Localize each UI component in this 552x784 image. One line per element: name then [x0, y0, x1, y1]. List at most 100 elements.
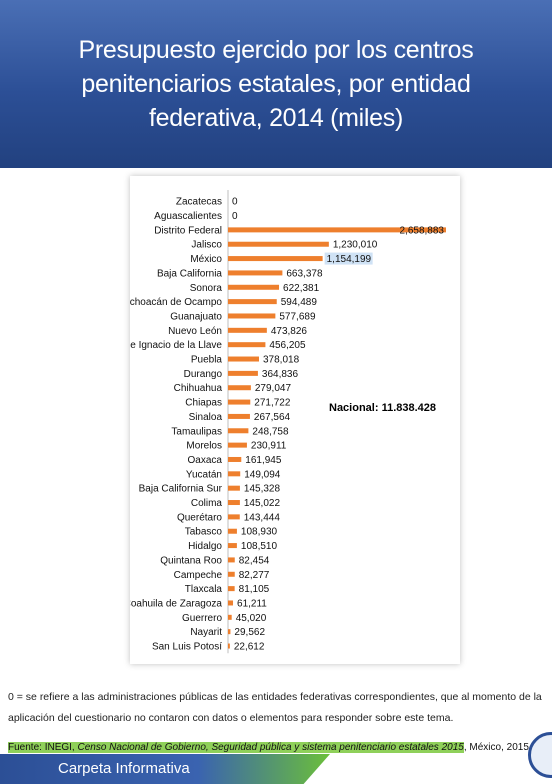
bar	[228, 227, 446, 233]
bar	[228, 399, 251, 405]
bar	[228, 241, 329, 247]
value-label: 279,047	[255, 383, 292, 394]
category-label: Morelos	[186, 441, 222, 452]
bar-chart: Zacatecas 0 Aguascalientes 0 Distrito Federa…	[130, 190, 446, 654]
bar	[228, 313, 276, 319]
category-label: Veracruz de Ignacio de la Llave	[130, 340, 222, 351]
bar	[228, 514, 240, 520]
category-label: Coahuila de Zaragoza	[130, 598, 222, 609]
value-label: 82,277	[239, 570, 270, 581]
value-label: 161,945	[245, 455, 282, 466]
source-lead: Fuente: INEGI,	[8, 742, 78, 753]
category-label: Colima	[191, 498, 223, 509]
bar	[228, 327, 267, 333]
value-label: 622,381	[283, 283, 320, 294]
value-label: 456,205	[269, 340, 306, 351]
bar	[228, 471, 241, 477]
footer-band	[0, 754, 330, 784]
category-label: Chiapas	[185, 398, 222, 409]
category-label: Tabasco	[185, 527, 223, 538]
value-label: 248,758	[252, 426, 289, 437]
value-label: 145,022	[244, 498, 281, 509]
title-banner: Presupuesto ejercido por los centros pen…	[0, 0, 552, 168]
bar	[228, 629, 231, 635]
value-label: 594,489	[281, 297, 318, 308]
category-label: Puebla	[191, 355, 223, 366]
category-label: Sinaloa	[189, 412, 223, 423]
bar	[228, 600, 234, 606]
value-label: 1,154,199	[327, 254, 372, 265]
value-label: 364,836	[262, 369, 299, 380]
bar	[228, 356, 259, 362]
seal-icon	[528, 732, 552, 778]
bar	[228, 428, 249, 434]
value-label: 0	[232, 197, 238, 208]
value-label: 81,105	[239, 584, 270, 595]
category-label: Yucatán	[186, 469, 222, 480]
bar	[228, 557, 235, 563]
value-label: 267,564	[254, 412, 291, 423]
category-label: Nuevo León	[168, 326, 222, 337]
category-label: Querétaro	[177, 512, 222, 523]
value-label: 143,444	[244, 512, 281, 523]
bar	[228, 370, 258, 376]
bar	[228, 586, 235, 592]
category-label: Baja California	[157, 268, 222, 279]
category-label: Jalisco	[191, 240, 222, 251]
category-label: Hidalgo	[188, 541, 222, 552]
category-label: México	[190, 254, 222, 265]
footer-brand: Carpeta Informativa	[58, 760, 190, 777]
value-label: 271,722	[254, 398, 291, 409]
category-label: Guerrero	[182, 613, 222, 624]
category-label: Oaxaca	[188, 455, 223, 466]
bar	[228, 442, 247, 448]
category-label: Quintana Roo	[160, 555, 222, 566]
bar	[228, 456, 242, 462]
category-label: Nayarit	[190, 627, 222, 638]
value-label: 145,328	[244, 484, 281, 495]
value-label-highlight	[324, 252, 373, 265]
bar	[228, 571, 235, 577]
value-label: 61,211	[237, 598, 267, 609]
category-label: Michoacán de Ocampo	[130, 297, 222, 308]
bar	[228, 543, 237, 549]
value-label: 577,689	[279, 311, 316, 322]
category-label: Zacatecas	[176, 197, 222, 208]
footnote: 0 = se refiere a las administraciones pú…	[8, 691, 542, 724]
bar	[228, 485, 240, 491]
bar	[228, 413, 250, 419]
value-label: 0	[232, 211, 238, 222]
category-label: Chihuahua	[174, 383, 223, 394]
value-label: 108,930	[241, 527, 278, 538]
bar	[228, 342, 266, 348]
bar	[228, 256, 323, 262]
value-label: 2,658,883	[400, 225, 445, 236]
category-label: Distrito Federal	[154, 225, 222, 236]
category-label: Campeche	[174, 570, 223, 581]
category-label: Sonora	[190, 283, 223, 294]
category-label: Aguascalientes	[154, 211, 222, 222]
national-total-annotation: Nacional: 11.838.428	[329, 402, 437, 414]
bar	[228, 299, 277, 305]
bar	[228, 643, 230, 649]
source-title: Censo Nacional de Gobierno, Seguridad pú…	[77, 742, 464, 753]
bar	[228, 385, 251, 391]
value-label: 230,911	[251, 441, 287, 452]
value-label: 473,826	[271, 326, 308, 337]
source-tail: , México, 2015.	[463, 742, 532, 753]
category-label: Tamaulipas	[171, 426, 222, 437]
value-label: 108,510	[241, 541, 278, 552]
value-label: 1,230,010	[333, 240, 378, 251]
value-label: 45,020	[236, 613, 267, 624]
bar	[228, 528, 237, 534]
chart-container: Zacatecas 0 Aguascalientes 0 Distrito Federa…	[130, 176, 460, 664]
page-title: Presupuesto ejercido por los centros pen…	[78, 36, 474, 132]
source-citation: Fuente: INEGI, Censo Nacional de Gobiern…	[8, 742, 532, 753]
bar	[228, 614, 232, 620]
value-label: 82,454	[239, 555, 270, 566]
category-label: Guanajuato	[170, 311, 222, 322]
bar	[228, 500, 240, 506]
value-label: 29,562	[234, 627, 265, 638]
category-label: Durango	[184, 369, 223, 380]
bar	[228, 284, 280, 290]
